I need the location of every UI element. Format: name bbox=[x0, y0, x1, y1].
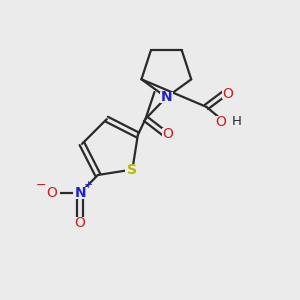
FancyBboxPatch shape bbox=[44, 187, 60, 199]
Text: O: O bbox=[75, 216, 86, 230]
Text: +: + bbox=[84, 180, 93, 190]
FancyBboxPatch shape bbox=[125, 164, 140, 175]
FancyBboxPatch shape bbox=[222, 88, 234, 99]
Text: O: O bbox=[215, 115, 226, 129]
Text: H: H bbox=[232, 115, 242, 128]
FancyBboxPatch shape bbox=[216, 116, 236, 128]
Text: −: − bbox=[36, 179, 46, 192]
Text: N: N bbox=[160, 90, 172, 104]
Text: N: N bbox=[74, 186, 86, 200]
FancyBboxPatch shape bbox=[160, 92, 172, 103]
FancyBboxPatch shape bbox=[73, 217, 88, 229]
Text: O: O bbox=[46, 186, 57, 200]
Text: O: O bbox=[162, 127, 173, 141]
Text: O: O bbox=[222, 86, 233, 100]
Text: S: S bbox=[128, 163, 137, 176]
FancyBboxPatch shape bbox=[73, 187, 88, 199]
FancyBboxPatch shape bbox=[162, 128, 174, 139]
